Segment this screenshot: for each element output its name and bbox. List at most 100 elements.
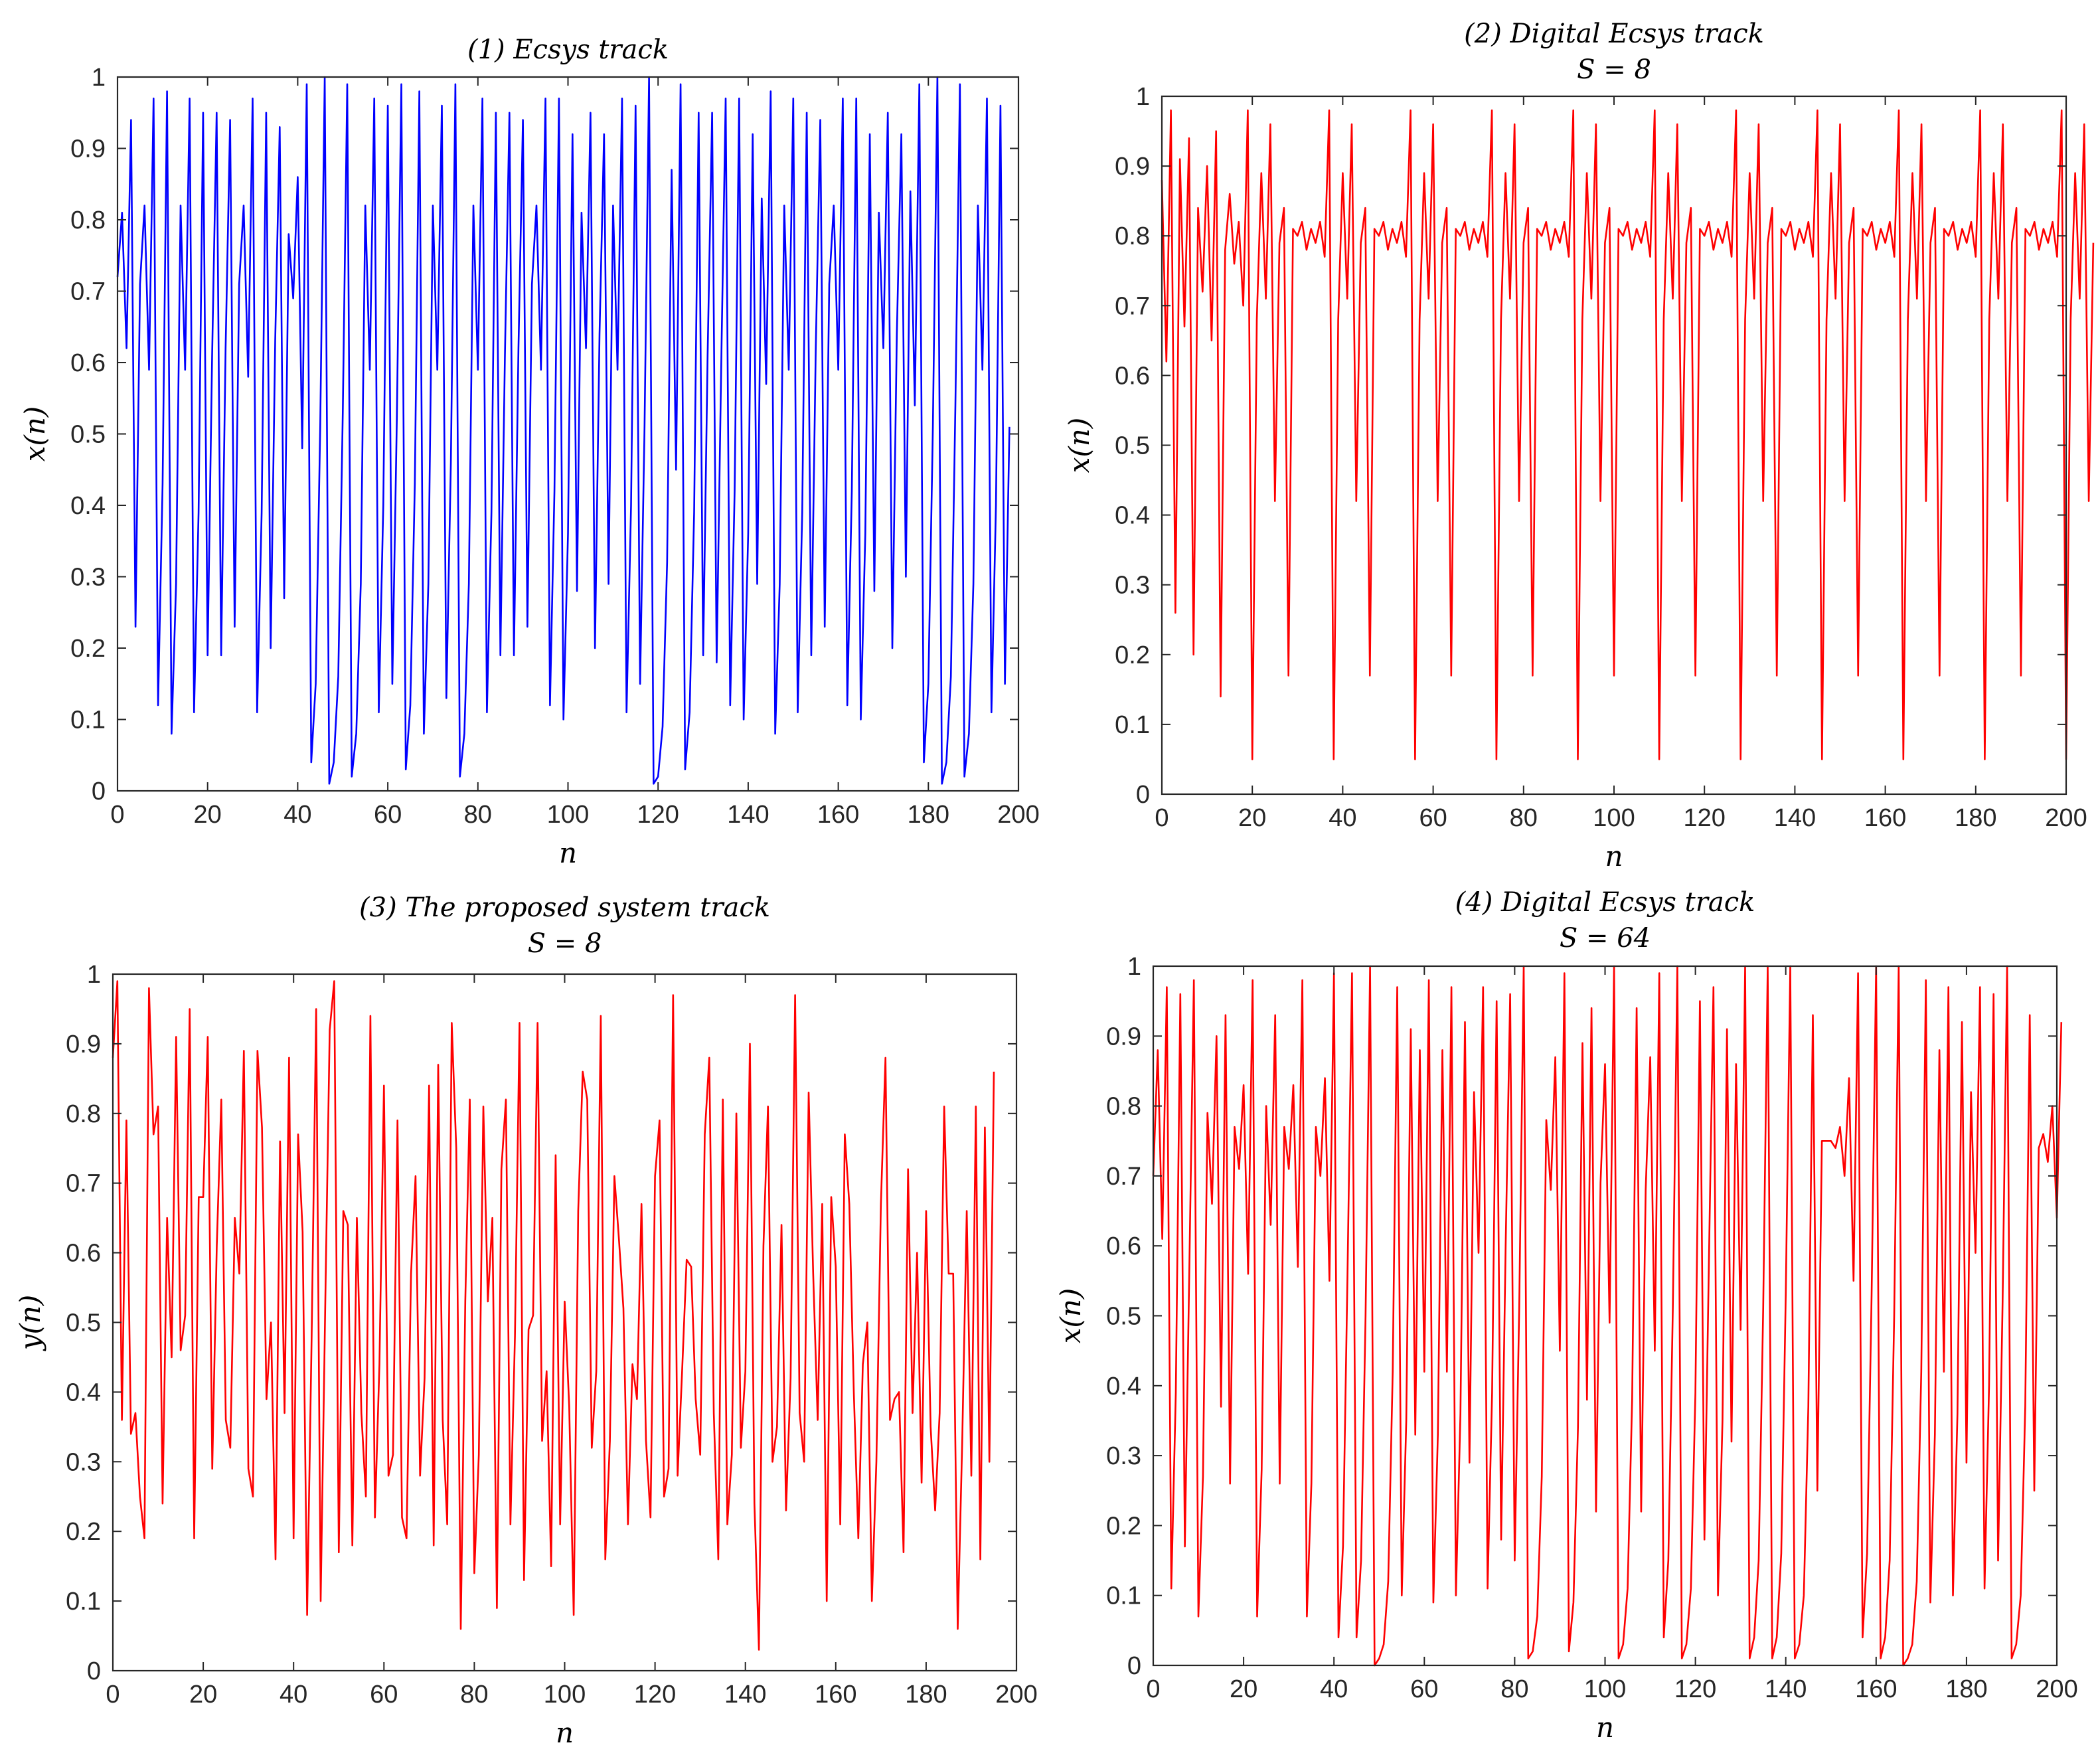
x-tick-label: 100	[547, 801, 589, 829]
y-tick-label: 0.6	[1106, 1232, 1141, 1260]
x-tick-label: 200	[2036, 1675, 2077, 1703]
x-axis-label: n	[1605, 840, 1623, 873]
x-tick-label: 120	[1674, 1675, 1716, 1703]
y-tick-label: 0.6	[70, 349, 106, 377]
y-tick-label: 0.4	[66, 1379, 101, 1406]
series-line-1	[1161, 109, 2095, 760]
y-tick-label: 1	[1136, 83, 1150, 111]
chart-title: (1) Ecsys track	[467, 35, 669, 65]
y-axis-label: x(n)	[19, 406, 51, 462]
x-tick-label: 140	[724, 1681, 766, 1709]
x-tick-label: 200	[997, 801, 1039, 829]
x-tick-label: 180	[1955, 804, 1996, 832]
y-tick-label: 1	[92, 64, 106, 92]
y-tick-label: 0.8	[1115, 222, 1150, 250]
y-tick-label: 0.5	[66, 1309, 101, 1337]
y-tick-label: 0.9	[1115, 153, 1150, 181]
y-tick-label: 0.1	[1106, 1582, 1141, 1610]
y-tick-label: 0.7	[70, 278, 106, 306]
x-tick-label: 120	[1683, 804, 1725, 832]
x-tick-label: 20	[194, 801, 222, 829]
series-line-1	[112, 980, 995, 1651]
y-tick-label: 0	[1127, 1652, 1141, 1680]
panel-3: 0 20 40 60 80 100 120 140 160 180 200 0 0.1 0.2 0.3 0.4…	[14, 892, 1038, 1749]
y-tick-label: 0	[1136, 781, 1150, 809]
series-line-1	[116, 76, 1010, 785]
x-tick-label: 160	[817, 801, 859, 829]
x-tick-label: 0	[106, 1681, 120, 1709]
y-tick-label: 0.5	[70, 421, 106, 449]
x-tick-label: 0	[110, 801, 124, 829]
y-tick-label: 0.3	[70, 564, 106, 592]
x-axis-label: n	[559, 837, 577, 869]
x-tick-label: 60	[374, 801, 402, 829]
x-axis-label: n	[1596, 1711, 1614, 1744]
chart-subtitle: S = 8	[1577, 54, 1651, 85]
x-tick-label: 180	[905, 1681, 947, 1709]
y-tick-label: 0.1	[70, 707, 106, 734]
x-tick-label: 40	[280, 1681, 307, 1709]
x-tick-label: 0	[1146, 1675, 1160, 1703]
x-tick-label: 160	[815, 1681, 856, 1709]
y-axis-label: x(n)	[1063, 418, 1095, 473]
chart-title: (2) Digital Ecsys track	[1464, 19, 1764, 49]
x-tick-label: 80	[1500, 1675, 1528, 1703]
x-tick-label: 160	[1864, 804, 1906, 832]
y-tick-label: 0.3	[66, 1448, 101, 1476]
series-line-1	[1152, 965, 2063, 1667]
y-tick-label: 0.5	[1115, 432, 1150, 460]
x-axis-label: n	[556, 1717, 574, 1749]
y-tick-label: 0.4	[1115, 502, 1150, 530]
y-tick-label: 1	[1127, 953, 1141, 981]
y-tick-label: 0.9	[70, 135, 106, 163]
y-tick-label: 0.1	[66, 1588, 101, 1616]
chart-title: (4) Digital Ecsys track	[1455, 887, 1755, 918]
x-tick-label: 180	[908, 801, 949, 829]
y-tick-label: 0.2	[66, 1518, 101, 1546]
y-axis-label: y(n)	[14, 1295, 46, 1352]
y-tick-label: 0.7	[1106, 1163, 1141, 1191]
x-tick-label: 80	[464, 801, 492, 829]
y-tick-label: 0.3	[1106, 1442, 1141, 1470]
x-tick-label: 100	[1593, 804, 1635, 832]
y-tick-label: 0.8	[1106, 1093, 1141, 1121]
y-tick-label: 0.9	[1106, 1023, 1141, 1050]
x-tick-label: 120	[634, 1681, 676, 1709]
y-tick-label: 0.2	[70, 635, 106, 663]
x-tick-label: 140	[1774, 804, 1816, 832]
x-tick-label: 80	[1510, 804, 1538, 832]
y-tick-label: 0.1	[1115, 711, 1150, 739]
y-tick-label: 0.6	[66, 1240, 101, 1268]
plot-area	[1162, 96, 2066, 794]
x-tick-label: 140	[727, 801, 769, 829]
x-tick-label: 160	[1855, 1675, 1897, 1703]
y-tick-label: 0.2	[1106, 1512, 1141, 1540]
y-tick-label: 0.9	[66, 1031, 101, 1058]
x-tick-label: 0	[1155, 804, 1169, 832]
y-tick-label: 0.4	[1106, 1373, 1141, 1400]
x-tick-label: 100	[544, 1681, 586, 1709]
x-tick-label: 20	[1238, 804, 1266, 832]
x-tick-label: 80	[460, 1681, 488, 1709]
chart-subtitle: S = 8	[528, 928, 602, 959]
chart-title: (3) The proposed system track	[359, 892, 770, 923]
y-axis-label: x(n)	[1054, 1288, 1087, 1344]
x-tick-label: 60	[1419, 804, 1447, 832]
y-tick-label: 0.8	[66, 1100, 101, 1128]
y-tick-label: 0.5	[1106, 1303, 1141, 1331]
x-tick-label: 40	[1320, 1675, 1348, 1703]
x-tick-label: 40	[283, 801, 311, 829]
x-tick-label: 20	[189, 1681, 217, 1709]
x-tick-label: 120	[637, 801, 679, 829]
x-tick-label: 200	[995, 1681, 1037, 1709]
panel-4: 0 20 40 60 80 100 120 140 160 180 200 0 0.1 0.2 0.3 0.4…	[1054, 887, 2078, 1744]
y-tick-label: 0	[87, 1657, 101, 1685]
x-tick-label: 60	[1410, 1675, 1438, 1703]
panel-2: 0 20 40 60 80 100 120 140 160 180 200 0 0.1 0.2 0.3 0.4…	[1063, 19, 2095, 873]
x-tick-label: 20	[1230, 1675, 1257, 1703]
x-tick-label: 180	[1945, 1675, 1987, 1703]
y-tick-label: 0.7	[66, 1170, 101, 1198]
chart-subtitle: S = 64	[1560, 923, 1651, 954]
y-tick-label: 0.2	[1115, 641, 1150, 669]
